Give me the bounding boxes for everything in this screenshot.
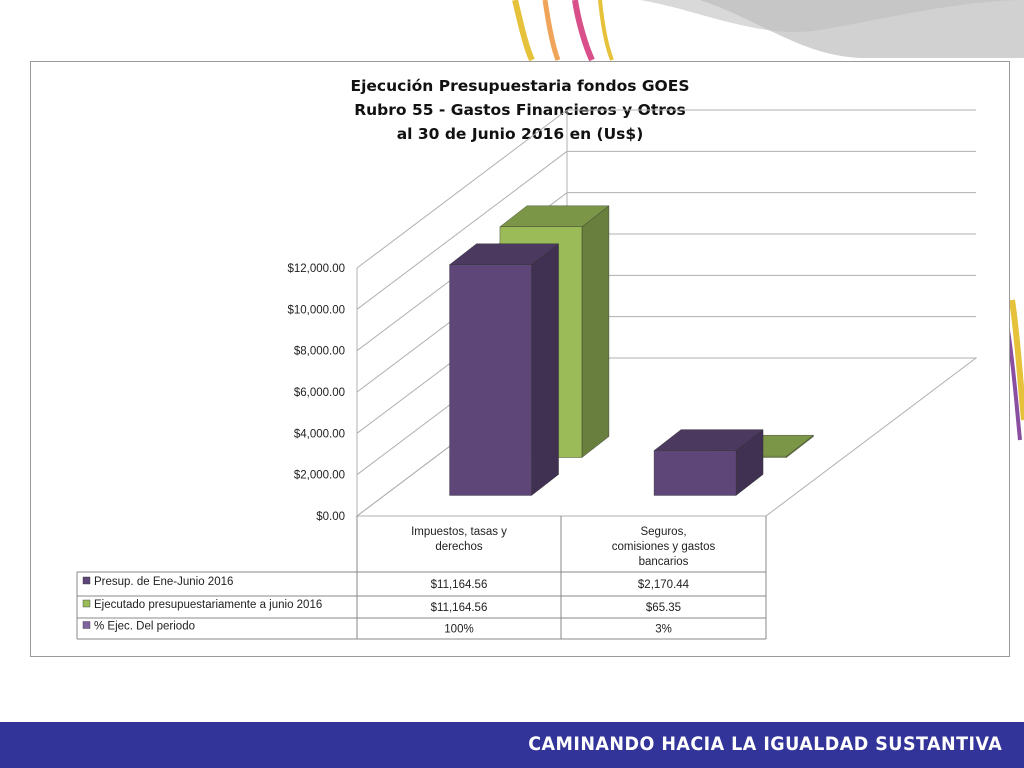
category-label: Seguros, <box>640 526 686 538</box>
y-tick-label: $12,000.00 <box>287 263 345 275</box>
legend-key <box>82 621 91 629</box>
table-value: $11,164.56 <box>431 602 488 614</box>
y-tick-label: $4,000.00 <box>294 428 345 440</box>
chart-title-line-1: Ejecución Presupuestaria fondos GOES <box>350 77 690 95</box>
y-tick-label: $2,000.00 <box>294 470 345 482</box>
table-value: $11,164.56 <box>431 579 488 591</box>
chart-title-line-3: al 30 de Junio 2016 en (Us$) <box>396 125 644 143</box>
bar-front-0-1 <box>653 450 737 496</box>
category-label: bancarios <box>639 556 689 568</box>
category-label: derechos <box>435 541 483 553</box>
y-tick-label: $8,000.00 <box>294 346 345 358</box>
footer-bar: CAMINANDO HACIA LA IGUALDAD SUSTANTIVA <box>0 722 1024 768</box>
chart-title-line-2: Rubro 55 - Gastos Financieros y Otros <box>354 101 686 119</box>
bar-side-1-0 <box>581 205 610 458</box>
y-tick-label: $0.00 <box>316 511 345 523</box>
table-value: $65.35 <box>646 602 681 614</box>
legend-key <box>82 599 91 608</box>
side-wall-gridline <box>356 109 568 269</box>
category-label: Impuestos, tasas y <box>411 526 507 538</box>
bar-front-0-0 <box>449 264 532 496</box>
footer-slogan: CAMINANDO HACIA LA IGUALDAD SUSTANTIVA <box>527 733 1002 755</box>
legend-series-name: Presup. de Ene-Junio 2016 <box>94 576 233 588</box>
legend-series-name: % Ejec. Del periodo <box>94 621 195 633</box>
table-value: 100% <box>444 624 473 636</box>
category-label: comisiones y gastos <box>612 541 716 553</box>
y-tick-label: $6,000.00 <box>294 387 345 399</box>
legend-key <box>82 576 91 585</box>
table-value: $2,170.44 <box>638 579 690 591</box>
legend-series-name: Ejecutado presupuestariamente a junio 20… <box>94 599 322 611</box>
y-tick-label: $10,000.00 <box>287 304 345 316</box>
bar-side-0-0 <box>531 243 559 496</box>
table-value: 3% <box>655 624 672 636</box>
side-wall-gridline <box>356 150 568 310</box>
